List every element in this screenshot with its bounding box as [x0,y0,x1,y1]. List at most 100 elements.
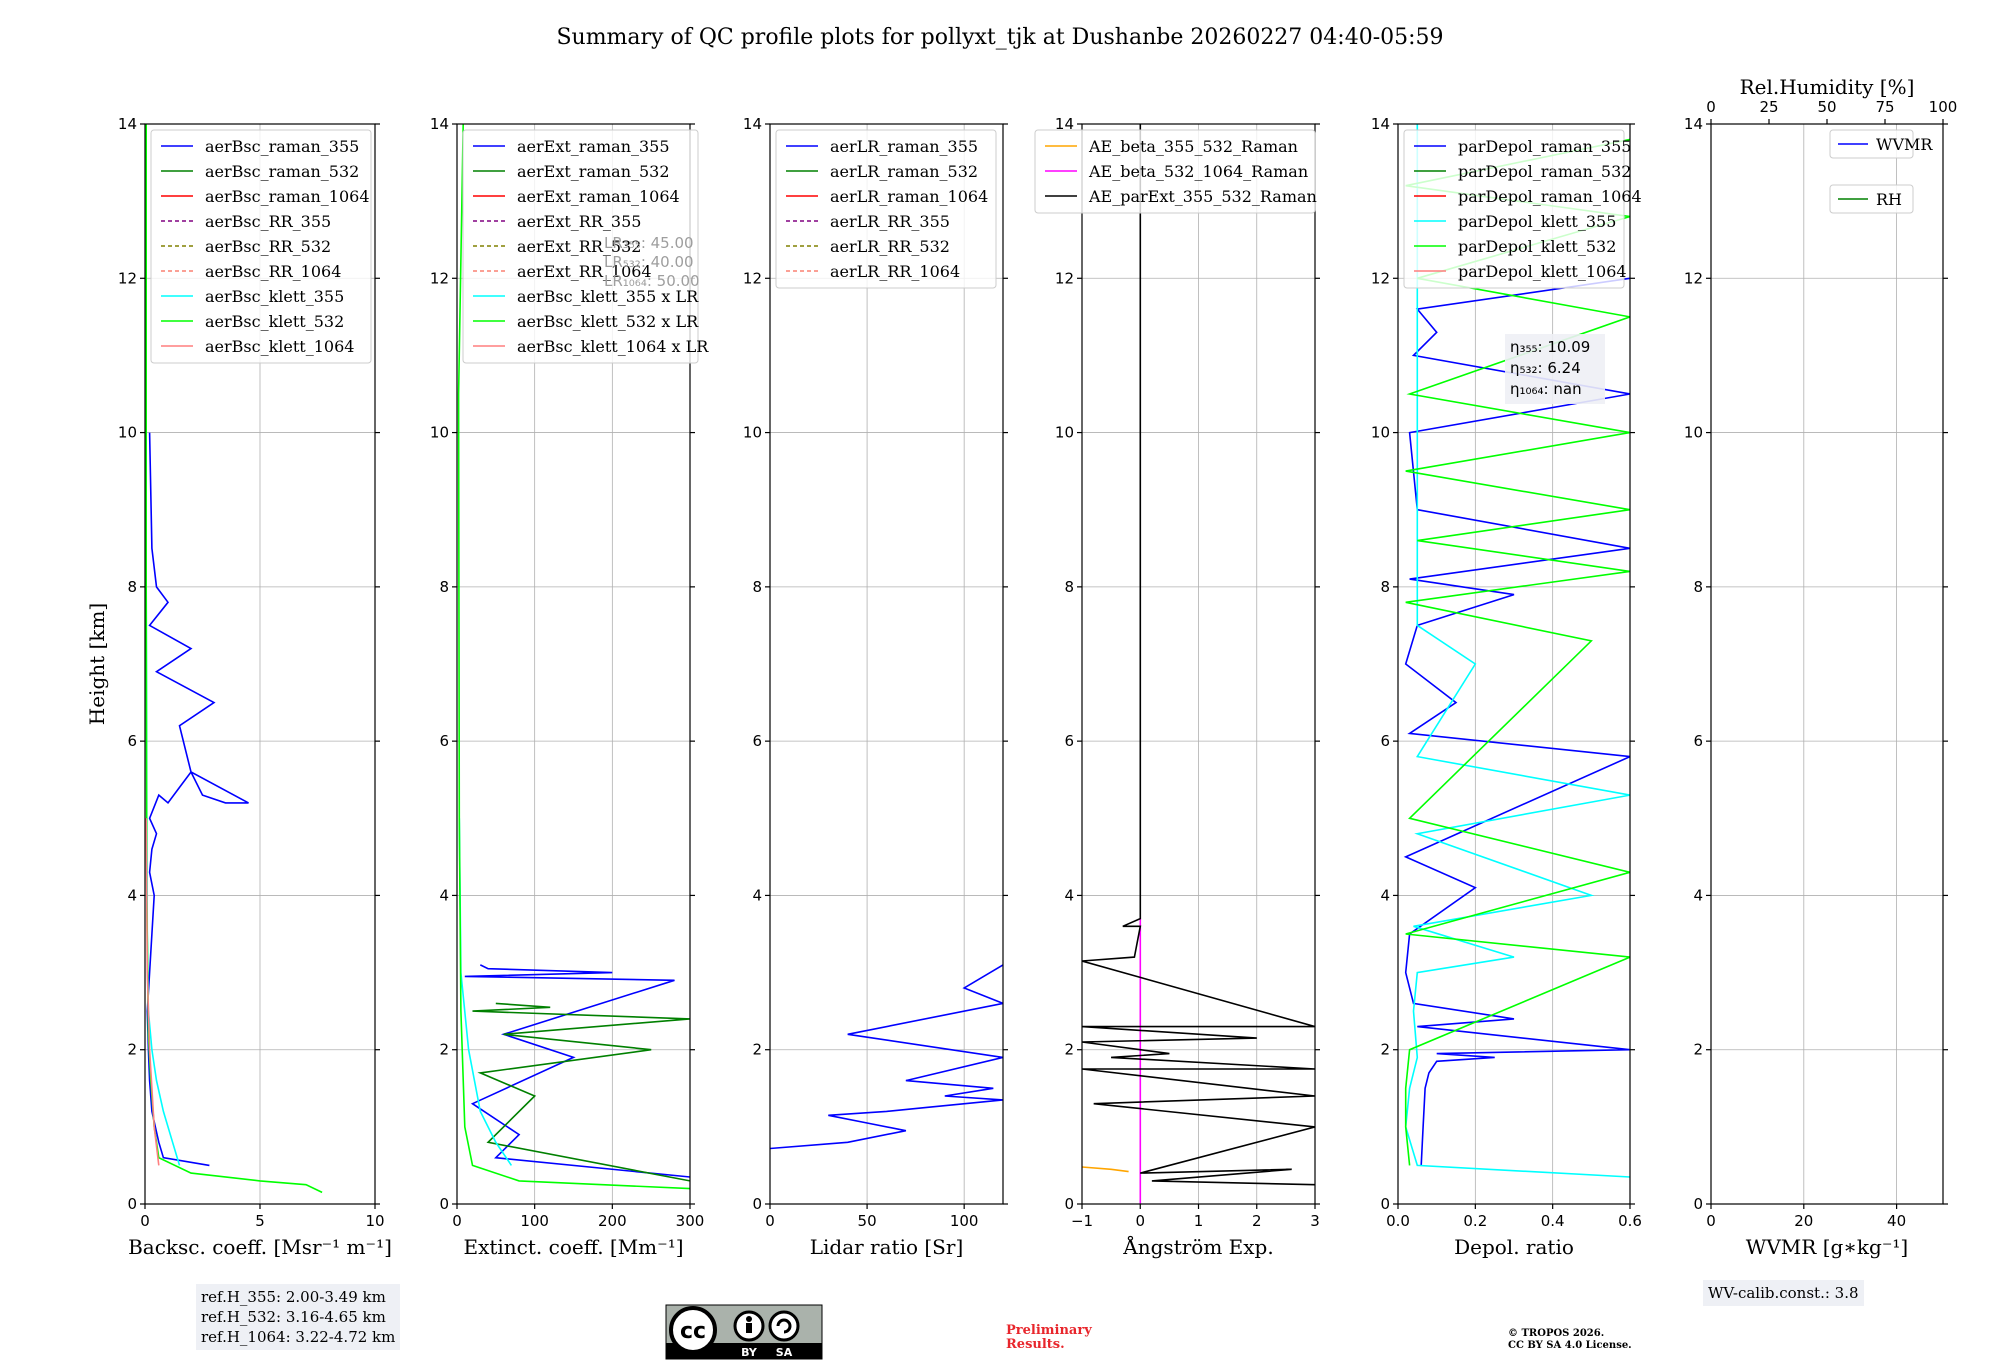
xtick-label-ext-0: 0 [452,1212,462,1230]
legend-label-ext-7: aerBsc_klett_532 x LR [517,312,699,331]
ytick-label-bsc-4: 8 [127,578,137,596]
preliminary-note: Preliminary Results. [1006,1324,1092,1352]
ytick-label-lr-7: 14 [743,115,762,133]
legend-label-ext-1: aerExt_raman_532 [517,162,670,181]
legend-label-ext-3: aerExt_RR_355 [517,212,641,231]
ytick-label-wv-2: 4 [1693,886,1703,904]
series-bsc-0 [146,432,249,1167]
legend-label-ext-0: aerExt_raman_355 [517,137,670,156]
xtick-label-lr-2: 100 [950,1212,979,1230]
top-xtick-label-2: 50 [1817,98,1836,116]
eta-0: η₃₅₅: 10.09 [1510,338,1590,356]
xlabel-lr: Lidar ratio [Sr] [810,1235,964,1259]
legend-label-ext-2: aerExt_raman_1064 [517,187,680,206]
top-xtick-label-4: 100 [1929,98,1958,116]
ref-height-355: ref.H_355: 2.00-3.49 km [201,1288,386,1306]
axes-frame-wv [1710,123,1944,1205]
ytick-label-ext-3: 6 [439,732,449,750]
xtick-label-depol-0: 0.0 [1386,1212,1410,1230]
legend-label-bsc-2: aerBsc_raman_1064 [205,187,370,206]
legend-label-ext-4: aerExt_RR_532 [517,237,641,256]
copyright-line-2: CC BY SA 4.0 License. [1508,1340,1632,1351]
ylabel-bsc: Height [km] [85,603,109,725]
series-ext-3 [457,124,690,1190]
series-depol-2 [1404,138,1630,1166]
xtick-label-lr-1: 50 [858,1212,877,1230]
xtick-label-wv-2: 40 [1887,1212,1906,1230]
series-ext-1 [472,1002,690,1182]
series-ext-2 [458,818,513,1166]
top-xtick-label-3: 75 [1875,98,1894,116]
xtick-label-ext-3: 300 [676,1212,705,1230]
legend-label-depol-2: parDepol_raman_1064 [1458,187,1642,206]
ytick-label-ae-1: 2 [1064,1041,1074,1059]
legend-box-depol [1403,129,1625,289]
figure-title: Summary of QC profile plots for pollyxt_… [556,25,1443,50]
legend-label-wv-1: RH [1876,190,1902,209]
series-lr-0 [770,964,1003,1150]
series-ae-0 [1082,1166,1129,1173]
ytick-label-wv-7: 14 [1684,115,1703,133]
ytick-label-lr-5: 10 [743,424,762,442]
eta-1: η₅₃₂: 6.24 [1510,359,1581,377]
ytick-label-depol-2: 4 [1380,886,1390,904]
ytick-label-wv-1: 2 [1693,1041,1703,1059]
xtick-label-depol-3: 0.6 [1618,1212,1642,1230]
legend-label-ae-2: AE_parExt_355_532_Raman [1088,187,1317,206]
preliminary-line-2: Results. [1006,1337,1065,1352]
top-xtick-label-0: 0 [1706,98,1716,116]
ytick-label-bsc-1: 2 [127,1041,137,1059]
wv-calibration-value: WV-calib.const.: 3.8 [1708,1284,1859,1302]
xtick-label-ae-1: 0 [1135,1212,1145,1230]
legend-label-bsc-5: aerBsc_RR_1064 [205,262,341,281]
legend-label-ae-0: AE_beta_355_532_Raman [1088,137,1298,156]
series-depol-1 [1404,124,1630,1178]
ref-height-1064: ref.H_1064: 3.22-4.72 km [201,1328,396,1346]
legend-label-wv-0: WVMR [1876,135,1933,154]
legend-label-bsc-7: aerBsc_klett_532 [205,312,344,331]
xtick-label-ext-2: 200 [598,1212,627,1230]
legend-box-wv-0 [1829,129,1914,159]
panel-bsc: 0 2 4 6 8 10 12 14 0 5 10 Backsc. coeff. [Msr⁻¹ m⁻¹… [85,115,392,1259]
ytick-label-ae-7: 14 [1055,115,1074,133]
ref-height-532: ref.H_532: 3.16-4.65 km [201,1308,386,1326]
reference-heights-box: ref.H_355: 2.00-3.49 km ref.H_532: 3.16-… [196,1284,401,1350]
series-bsc-3 [145,818,160,1166]
legend-label-ext-6: aerBsc_klett_355 x LR [517,287,699,306]
legend-box-ae [1034,129,1316,214]
top-xtick-label-1: 25 [1759,98,1778,116]
legend-label-ext-8: aerBsc_klett_1064 x LR [517,337,709,356]
series-depol-0 [1403,277,1630,1166]
ytick-label-depol-7: 14 [1371,115,1390,133]
ytick-label-ae-3: 6 [1064,732,1074,750]
ytick-label-ae-5: 10 [1055,424,1074,442]
legend-box-ext [462,129,699,364]
cc-sa-label: SA [776,1346,793,1359]
legend-label-ext-5: aerExt_RR_1064 [517,262,652,281]
ytick-label-depol-1: 2 [1380,1041,1390,1059]
ytick-label-bsc-5: 10 [118,424,137,442]
ytick-label-lr-0: 0 [752,1195,762,1213]
xtick-label-bsc-2: 10 [365,1212,384,1230]
ytick-label-lr-1: 2 [752,1041,762,1059]
legend-label-ae-1: AE_beta_532_1064_Raman [1088,162,1308,181]
legend-label-bsc-8: aerBsc_klett_1064 [205,337,354,356]
ytick-label-lr-3: 6 [752,732,762,750]
xtick-label-ae-4: 3 [1310,1212,1320,1230]
xtick-label-lr-0: 0 [765,1212,775,1230]
xlabel-depol: Depol. ratio [1454,1235,1574,1259]
xtick-label-ae-0: −1 [1071,1212,1093,1230]
cc-by-label: BY [741,1346,758,1359]
ytick-label-ext-2: 4 [439,886,449,904]
xtick-label-bsc-1: 5 [255,1212,265,1230]
axes-frame-depol [1397,123,1631,1205]
ytick-label-ae-0: 0 [1064,1195,1074,1213]
ytick-label-depol-4: 8 [1380,578,1390,596]
ytick-label-bsc-2: 4 [127,886,137,904]
ytick-label-ext-6: 12 [430,269,449,287]
legend-label-bsc-4: aerBsc_RR_532 [205,237,331,256]
ytick-label-wv-5: 10 [1684,424,1703,442]
